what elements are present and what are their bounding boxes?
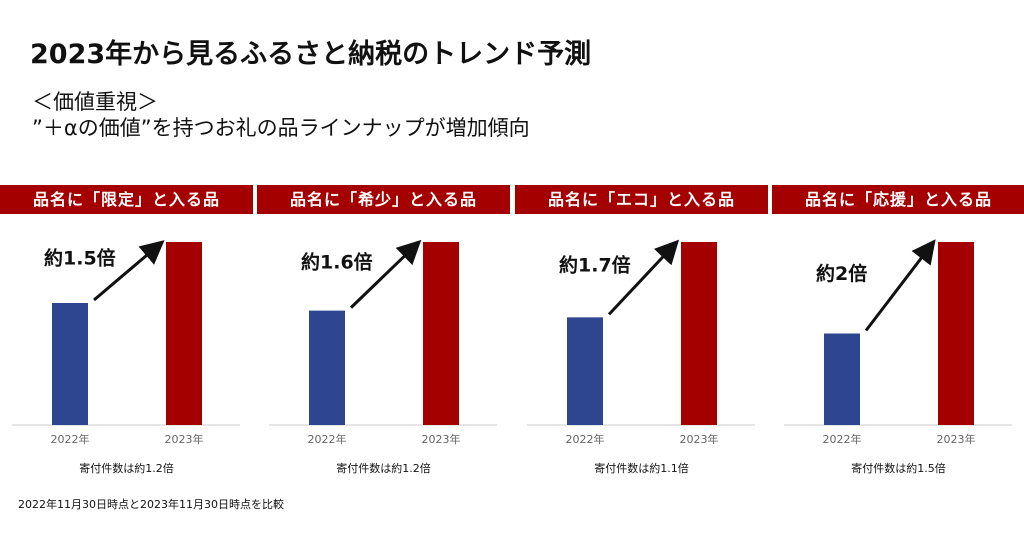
bar-2023 xyxy=(166,242,202,425)
chart-note: 寄付件数は約1.5倍 xyxy=(851,462,946,475)
chart-panel: 品名に「応援」と入る品 寄付件数は約1.5倍 2022年 2023年 約2倍 xyxy=(772,185,1024,485)
x-tick-label: 2022年 xyxy=(566,432,605,446)
bar-2023 xyxy=(681,242,717,425)
chart-note: 寄付件数は約1.2倍 xyxy=(336,462,431,475)
page-title: 2023年から見るふるさと納税のトレンド予測 xyxy=(30,39,592,70)
x-tick-label: 2023年 xyxy=(422,432,461,446)
chart-title: 品名に「エコ」と入る品 xyxy=(515,185,768,214)
x-tick-label: 2022年 xyxy=(308,432,347,446)
increase-arrow-icon xyxy=(349,239,422,309)
chart-title: 品名に「応援」と入る品 xyxy=(772,185,1024,214)
x-tick-label: 2023年 xyxy=(680,432,719,446)
bar-2022 xyxy=(52,303,88,425)
x-tick-label: 2022年 xyxy=(823,432,862,446)
growth-annotation: 約2倍 xyxy=(816,262,867,285)
x-tick-label: 2022年 xyxy=(51,432,90,446)
chart-panel: 品名に「限定」と入る品 寄付件数は約1.2倍 2022年 2023年 約1.5倍 xyxy=(0,185,253,485)
x-tick-label: 2023年 xyxy=(165,432,204,446)
footnote: 2022年11月30日時点と2023年11月30日時点を比較 xyxy=(18,498,284,511)
bar-chart: 2022年 2023年 約1.5倍 xyxy=(12,240,240,446)
growth-annotation: 約1.6倍 xyxy=(301,250,373,273)
increase-arrow-icon xyxy=(93,240,165,302)
bar-2022 xyxy=(309,310,345,425)
bar-2023 xyxy=(423,242,459,425)
chart-panel: 品名に「エコ」と入る品 寄付件数は約1.1倍 2022年 2023年 約1.7倍 xyxy=(515,185,768,485)
chart-note: 寄付件数は約1.2倍 xyxy=(79,462,174,475)
x-tick-label: 2023年 xyxy=(937,432,976,446)
bar-chart: 2022年 2023年 約1.6倍 xyxy=(269,239,497,446)
growth-annotation: 約1.5倍 xyxy=(44,247,116,270)
chart-panel: 品名に「希少」と入る品 寄付件数は約1.2倍 2022年 2023年 約1.6倍 xyxy=(257,185,510,485)
chart-note: 寄付件数は約1.1倍 xyxy=(594,462,689,475)
bar-2023 xyxy=(938,242,974,425)
bar-2022 xyxy=(824,333,860,425)
chart-title: 品名に「希少」と入る品 xyxy=(257,185,510,214)
bar-chart: 2022年 2023年 約1.7倍 xyxy=(527,239,755,446)
bar-2022 xyxy=(567,317,603,425)
increase-arrow-icon xyxy=(607,239,680,316)
increase-arrow-icon xyxy=(864,239,936,332)
bar-chart: 2022年 2023年 約2倍 xyxy=(784,239,1012,446)
chart-title: 品名に「限定」と入る品 xyxy=(0,185,253,214)
growth-annotation: 約1.7倍 xyxy=(559,254,631,277)
subtitle-line-2: ”＋αの価値”を持つお礼の品ラインナップが増加傾向 xyxy=(32,116,530,140)
subtitle-line-1: ＜価値重視＞ xyxy=(32,90,158,114)
